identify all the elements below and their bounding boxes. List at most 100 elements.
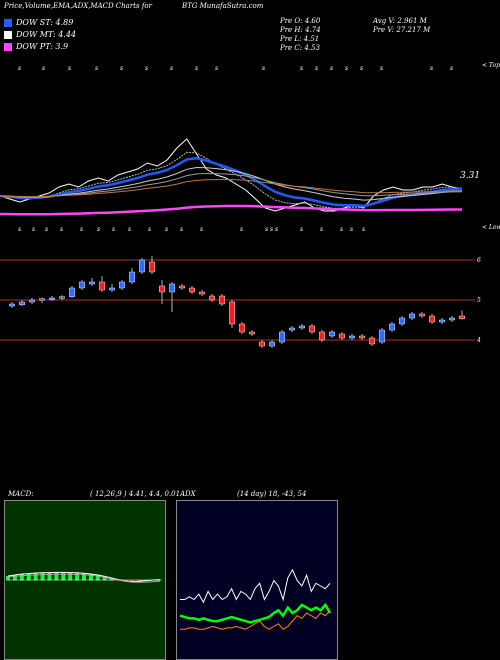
ema-mid2-line bbox=[0, 172, 463, 198]
macd-histogram-bar bbox=[54, 572, 59, 581]
top-marker: s bbox=[195, 65, 198, 72]
ema-5-line bbox=[0, 151, 463, 209]
macd-signal-line bbox=[7, 573, 161, 583]
macd-histogram-bar bbox=[33, 573, 38, 581]
top-marker: s bbox=[300, 65, 303, 72]
candle-body bbox=[19, 301, 26, 305]
ohlc-high: Pre H: 4.74 bbox=[280, 26, 321, 34]
candle-body bbox=[349, 335, 356, 339]
adx-di-plus-line bbox=[180, 568, 331, 604]
ema-mid-line bbox=[0, 166, 463, 201]
macd-histogram-bar bbox=[40, 572, 45, 581]
low-marker: s bbox=[240, 226, 243, 233]
low-marker: s bbox=[97, 226, 100, 233]
candle-body bbox=[49, 297, 56, 300]
macd-histogram-bar bbox=[26, 573, 31, 581]
macd-histogram-bar bbox=[47, 572, 52, 581]
macd-histogram-bar bbox=[61, 572, 66, 581]
low-marker: s bbox=[128, 226, 131, 233]
macd-histogram-bar bbox=[82, 573, 86, 581]
top-marker: s bbox=[215, 65, 218, 72]
candle-body bbox=[409, 313, 416, 319]
candle-body bbox=[439, 319, 446, 323]
chart-header-symbol: BTG MunafaSutra.com bbox=[182, 2, 264, 10]
chart-header-title: Price,Volume,EMA,ADX,MACD Charts for bbox=[4, 2, 152, 10]
candle-body bbox=[128, 271, 135, 283]
candle-body bbox=[208, 295, 215, 301]
low-marker: s bbox=[362, 226, 365, 233]
ema-long-line bbox=[0, 178, 462, 198]
candle-body bbox=[299, 325, 306, 329]
macd-histogram-bar bbox=[75, 572, 80, 581]
candle-body bbox=[178, 285, 185, 289]
ema-pt-line bbox=[0, 204, 462, 216]
legend-label-pt: DOW PT: 3.9 bbox=[16, 42, 69, 51]
macd-histogram-bar bbox=[19, 574, 24, 581]
low-marker: s bbox=[165, 226, 168, 233]
macd-title: MACD: bbox=[8, 490, 34, 498]
top-marker: s bbox=[450, 65, 453, 72]
candle-body bbox=[399, 317, 406, 325]
candle-body bbox=[379, 329, 386, 343]
candle-body bbox=[459, 315, 466, 319]
low-marker: s bbox=[32, 226, 35, 233]
candle-body bbox=[198, 291, 205, 295]
ohlc-avg-volume: Avg V: 2.961 M bbox=[373, 17, 427, 25]
candle-body bbox=[78, 281, 85, 289]
macd-histogram-bar bbox=[130, 580, 135, 583]
candle-body bbox=[259, 341, 266, 347]
candle-body bbox=[238, 323, 245, 333]
candle-body bbox=[98, 281, 105, 291]
candle-body bbox=[68, 287, 75, 298]
candle-body bbox=[158, 285, 165, 293]
low-marker: s bbox=[320, 226, 323, 233]
low-marker: s bbox=[275, 226, 278, 233]
top-marker: s bbox=[360, 65, 363, 72]
candle-body bbox=[369, 337, 376, 345]
low-marker: s bbox=[148, 226, 151, 233]
ohlc-pre-volume: Pre V: 27.217 M bbox=[373, 26, 431, 34]
adx-params: (14 day) 18, -43, 54 bbox=[237, 490, 307, 498]
price-line bbox=[0, 138, 463, 212]
adx-title: ADX bbox=[180, 490, 196, 498]
candle-body bbox=[8, 303, 15, 307]
legend-label-st: DOW ST: 4.89 bbox=[16, 18, 74, 27]
low-marker: s bbox=[200, 226, 203, 233]
candle-body bbox=[188, 287, 195, 293]
legend-swatch-mt bbox=[4, 30, 12, 39]
candle-body bbox=[218, 295, 225, 305]
macd-histogram-bar bbox=[95, 575, 100, 581]
low-marker: s bbox=[18, 226, 21, 233]
legend-swatch-pt bbox=[4, 42, 12, 51]
candle-body bbox=[389, 323, 396, 331]
top-marker: s bbox=[68, 65, 71, 72]
macd-histogram-bar bbox=[6, 576, 10, 581]
ema-short-line bbox=[0, 156, 463, 208]
low-marker: s bbox=[340, 226, 343, 233]
candle-body bbox=[118, 281, 125, 289]
top-marker: s bbox=[145, 65, 148, 72]
price-level-4: 4 bbox=[477, 337, 481, 344]
ema-value-label: 3.31 bbox=[460, 171, 481, 181]
legend-swatch-st bbox=[4, 18, 12, 27]
candle-body bbox=[319, 331, 326, 341]
low-marker: s bbox=[112, 226, 115, 233]
adx-line bbox=[180, 609, 331, 630]
candle-body bbox=[59, 296, 66, 299]
low-marker: s bbox=[80, 226, 83, 233]
top-marker: s bbox=[330, 65, 333, 72]
candle-body bbox=[339, 333, 346, 339]
top-marker: s bbox=[170, 65, 173, 72]
low-marker: s bbox=[180, 226, 183, 233]
adx-di-minus-line bbox=[179, 602, 332, 624]
macd-histogram-bar bbox=[88, 574, 93, 581]
candle-body bbox=[289, 327, 296, 331]
legend-dow-mt: DOW MT: 4.44 bbox=[4, 30, 76, 39]
macd-params: ( 12,26,9 ) 4.41, 4.4, 0.01 bbox=[90, 490, 181, 498]
top-marker: s bbox=[315, 65, 318, 72]
low-marker: s bbox=[45, 226, 48, 233]
candle-body bbox=[309, 325, 316, 333]
candle-body bbox=[29, 299, 36, 303]
